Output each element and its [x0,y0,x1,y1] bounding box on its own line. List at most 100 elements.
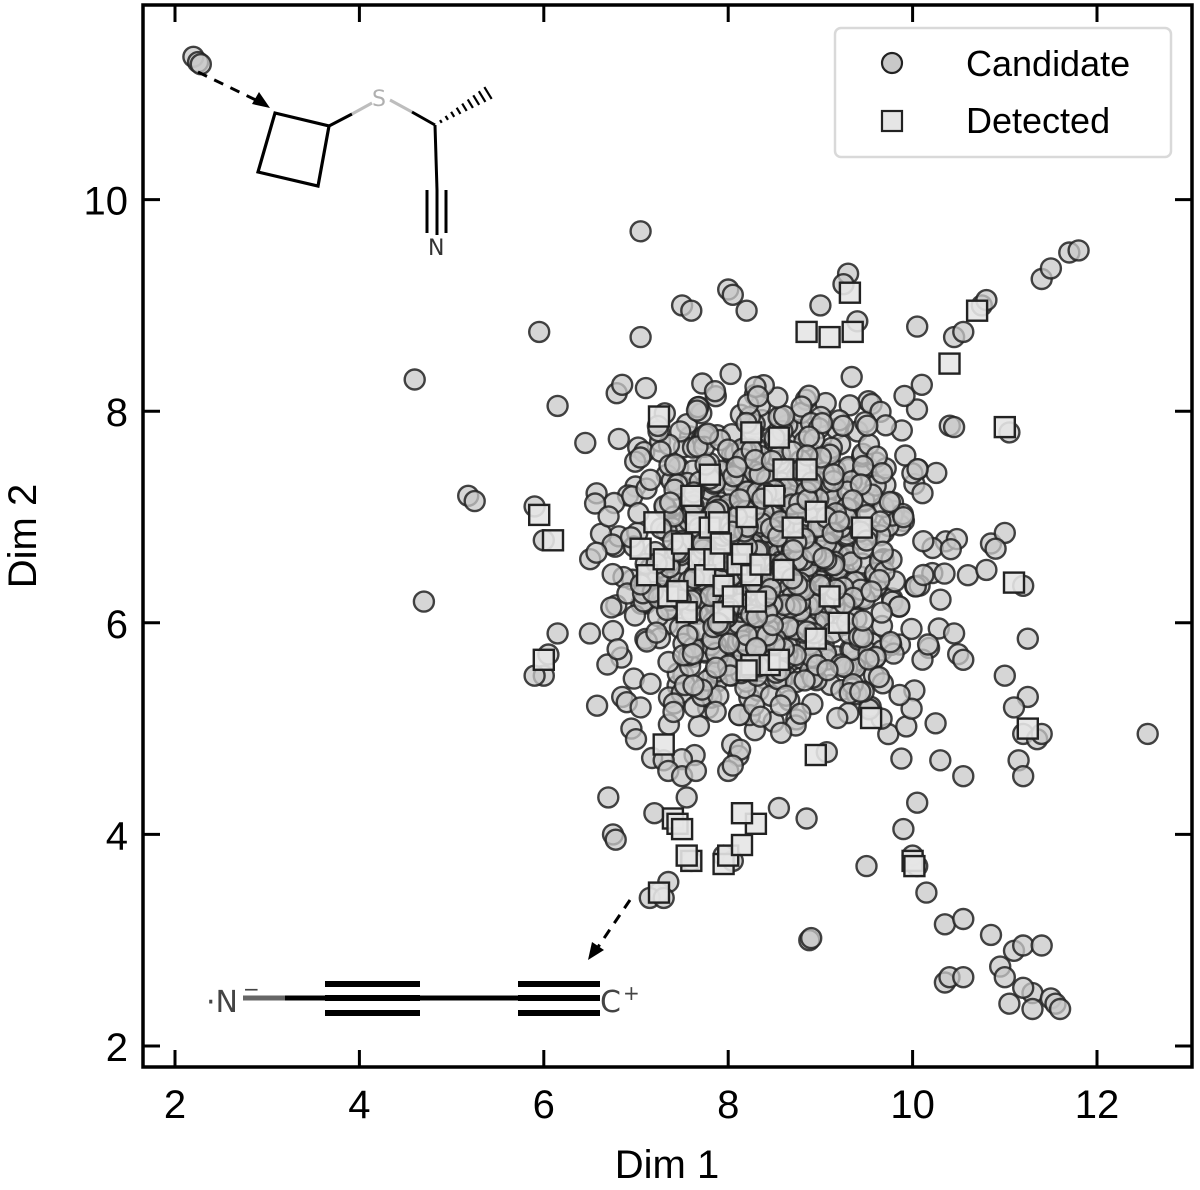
candidate-point [639,468,662,491]
plot-area [182,45,1159,1021]
atom-c-cation: C [600,985,621,1020]
candidate-point [912,563,935,587]
candidate-point [916,633,940,656]
candidate-point [1002,696,1026,719]
candidate-point [634,376,658,400]
candidate-point [890,747,913,770]
candidate-point [857,648,880,671]
detected-point [1016,717,1039,740]
detected-point [1002,571,1026,594]
candidate-point [785,593,808,617]
bond-ch-cn [433,124,439,191]
candidate-point [629,446,652,469]
candidate-point [681,642,705,666]
candidate-point [601,562,624,586]
detected-point [767,426,791,449]
detected-point [827,611,850,634]
candidate-point [912,530,935,553]
atom-n-charge: − [243,977,260,1001]
candidate-point [403,368,426,391]
candidate-point [578,622,602,645]
candidate-point [852,454,875,478]
candidate-point [822,463,845,486]
candidate-point [704,700,727,723]
detected-point [675,844,698,867]
y-tick-label: 4 [106,814,128,858]
candidate-point [942,415,966,439]
atom-c-charge: + [623,981,640,1005]
candidate-point [942,622,966,645]
candidate-point [925,461,948,485]
candidate-point [841,489,864,512]
candidate-point [645,621,668,644]
candidate-point [1012,976,1035,999]
hash-line [472,94,481,106]
detected-point [841,320,864,344]
hash-line [483,86,493,100]
candidate-point [800,926,823,950]
candidate-point [911,482,934,505]
candidate-point [703,380,727,403]
detected-point [850,516,874,539]
candidate-point [900,697,923,720]
annotation-arrow-bottom [594,899,632,951]
candidate-point [719,362,742,386]
x-tick-label: 12 [1075,1083,1120,1127]
candidate-point [583,492,607,515]
candidate-point [717,632,741,655]
detected-point [818,585,841,608]
detected-point [804,743,827,767]
candidate-point [607,427,630,451]
legend: Candidate Detected [833,26,1173,159]
candidate-point [682,674,705,697]
x-axis-label: Dim 1 [615,1143,719,1187]
candidate-point [611,373,634,396]
detected-point [795,458,818,481]
candidate-points [182,45,1159,1021]
detected-point [666,579,689,603]
candidate-point [721,754,744,777]
hash-line [439,119,443,124]
candidate-point [769,721,793,744]
candidate-point [892,506,915,529]
candidate-point [725,455,748,479]
candidate-point [975,558,998,582]
detected-point [709,532,732,555]
molecule-inset-cyclobutyl-thioether-nitrile: S N [197,70,493,261]
candidate-point [685,399,709,422]
plot-frame [141,3,1194,1069]
legend-candidate-label: Candidate [966,43,1130,84]
detected-point [528,503,551,527]
detected-point [735,505,758,529]
candidate-point [597,505,620,528]
detected-point [818,325,841,349]
candidate-point [528,320,551,344]
detected-point [721,585,744,608]
x-tick-label: 6 [533,1083,555,1127]
candidate-point [1012,934,1035,957]
candidate-point [790,395,813,418]
candidate-point [680,299,703,322]
candidate-point [827,510,851,533]
candidate-point [870,462,894,485]
candidate-point [840,365,863,389]
candidate-point [662,700,685,724]
candidate-point [643,802,666,825]
candidate-point [816,659,839,682]
detected-point [730,542,754,566]
atom-s: S [372,87,386,112]
candidate-point [601,619,625,643]
candidate-point [659,491,682,514]
candidate-point [952,648,975,671]
bond-s-ch [411,110,436,127]
candidate-point [1048,997,1072,1021]
hash-line [444,115,449,121]
detected-point [781,516,804,539]
candidate-point [696,422,720,445]
candidate-point [767,796,791,820]
molecule-inset-linear-chain: ·N − C + [206,899,640,1020]
arrowhead-icon [588,942,604,960]
candidate-point [871,540,894,563]
candidate-point [675,786,698,809]
candidate-point [749,705,772,728]
